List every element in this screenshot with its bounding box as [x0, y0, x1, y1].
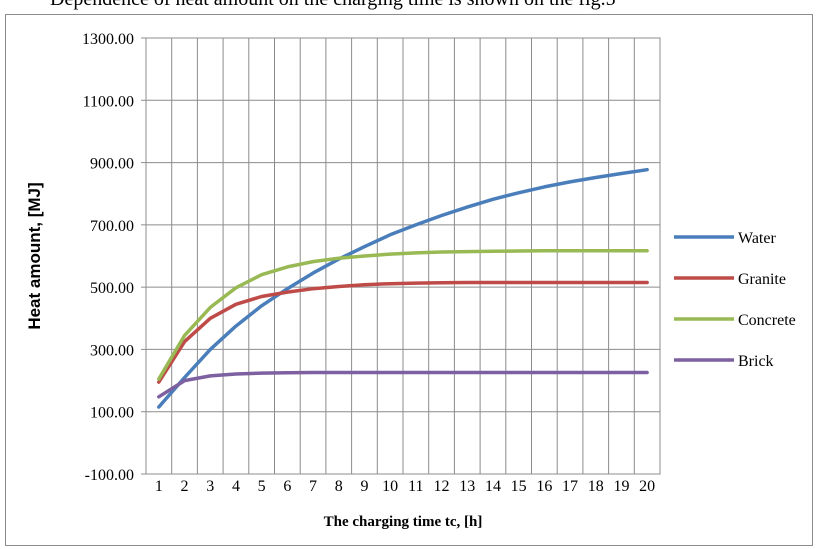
x-tick-label: 13 [459, 478, 475, 495]
x-tick-label: 3 [206, 478, 214, 495]
x-tick-label: 2 [181, 478, 189, 495]
grid-layer [141, 37, 661, 475]
series-layer [157, 167, 649, 409]
series-line-concrete [157, 248, 649, 381]
x-tick-label: 4 [232, 478, 240, 495]
legend-label-water: Water [738, 230, 776, 247]
legend-label-brick: Brick [738, 353, 774, 370]
y-tick-label: 300.00 [90, 342, 134, 359]
x-tick-label: 10 [382, 478, 398, 495]
x-tick-label: 19 [613, 478, 629, 495]
x-tick-label: 18 [588, 478, 604, 495]
x-tick-label: 20 [639, 478, 655, 495]
y-tick-label: 500.00 [90, 280, 134, 297]
chart-frame [5, 14, 813, 546]
y-tick-label: 700.00 [90, 218, 134, 235]
series-line-brick [157, 370, 649, 399]
x-tick-label: 1 [155, 478, 163, 495]
x-tick-label: 12 [434, 478, 450, 495]
x-tick-label: 14 [485, 478, 501, 495]
legend-label-granite: Granite [738, 271, 786, 288]
y-tick-label: 1100.00 [83, 93, 134, 110]
x-tick-label: 8 [335, 478, 343, 495]
figure-caption: Dependence of heat amount on the chargin… [0, 0, 816, 14]
y-tick-label: 100.00 [90, 405, 134, 422]
x-tick-label: 17 [562, 478, 578, 495]
x-tick-label: 11 [408, 478, 423, 495]
y-tick-label: -100.00 [85, 467, 134, 484]
x-tick-label: 6 [283, 478, 291, 495]
x-tick-label: 7 [309, 478, 317, 495]
x-tick-label: 16 [536, 478, 552, 495]
x-tick-label: 9 [360, 478, 368, 495]
legend: Water Granite Concrete Brick [674, 230, 796, 370]
x-axis-label: The charging time tc, [h] [324, 514, 483, 530]
x-tick-label: 15 [511, 478, 527, 495]
caption-text: Dependence of heat amount on the chargin… [50, 0, 616, 11]
y-tick-label: 1300.00 [82, 31, 134, 48]
x-tick-label: 5 [258, 478, 266, 495]
x-tick-labels: 1 2 3 4 5 6 7 8 9 10 11 12 13 14 15 16 17 18 19 20 [155, 478, 655, 495]
series-line-water [157, 167, 649, 409]
legend-label-concrete: Concrete [738, 312, 796, 329]
y-axis-label: Heat amount, [MJ] [25, 182, 44, 329]
y-tick-label: 900.00 [90, 156, 134, 173]
y-tick-labels: 1300.00 1100.00 900.00 700.00 500.00 300.00 10… [82, 31, 134, 484]
series-line-granite [157, 280, 649, 384]
